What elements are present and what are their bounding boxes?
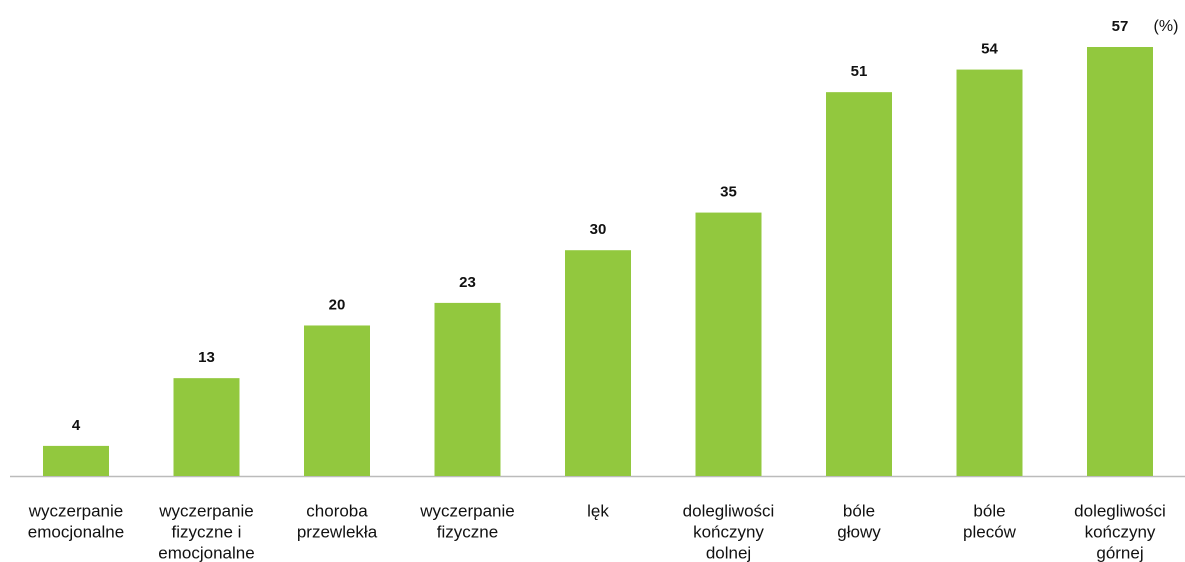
bar	[434, 302, 501, 476]
x-tick-label: przewlekła	[297, 522, 378, 541]
bar	[43, 445, 109, 476]
x-tick-label: wyczerpanie	[28, 501, 124, 520]
x-tick-label: bóle	[973, 501, 1005, 520]
bar	[956, 69, 1023, 476]
x-tick-label: wyczerpanie	[158, 501, 254, 520]
value-label: 30	[590, 221, 607, 238]
x-tick-label: emocjonalne	[28, 522, 124, 541]
value-label: 54	[981, 41, 998, 58]
bar	[304, 325, 370, 476]
x-tick-label: kończyny	[1085, 522, 1156, 541]
x-tick-label: głowy	[837, 522, 881, 541]
x-tick-label: pleców	[963, 522, 1017, 541]
bar	[695, 212, 762, 476]
x-tick-label: lęk	[587, 501, 609, 520]
value-label: 13	[198, 349, 215, 366]
unit-label: (%)	[1154, 18, 1179, 35]
x-tick-label: fizyczne	[437, 522, 498, 541]
value-label: 23	[459, 274, 476, 291]
x-tick-label: bóle	[843, 501, 875, 520]
x-tick-label: górnej	[1096, 543, 1143, 562]
x-tick-label: dolegliwości	[1074, 501, 1166, 520]
value-label: 4	[72, 417, 81, 434]
bar	[1087, 47, 1153, 476]
value-label: 57	[1112, 18, 1129, 35]
bar	[565, 250, 631, 476]
value-label: 51	[851, 63, 868, 80]
x-tick-label: choroba	[306, 501, 368, 520]
x-tick-label: dolnej	[706, 543, 751, 562]
x-tick-label: dolegliwości	[683, 501, 775, 520]
x-tick-label: fizyczne i	[172, 522, 242, 541]
x-tick-label: emocjonalne	[158, 543, 254, 562]
x-tick-label: kończyny	[693, 522, 764, 541]
bar	[826, 92, 892, 476]
bar	[173, 378, 240, 476]
value-label: 35	[720, 184, 737, 201]
value-label: 20	[329, 296, 346, 313]
x-tick-label: wyczerpanie	[419, 501, 515, 520]
